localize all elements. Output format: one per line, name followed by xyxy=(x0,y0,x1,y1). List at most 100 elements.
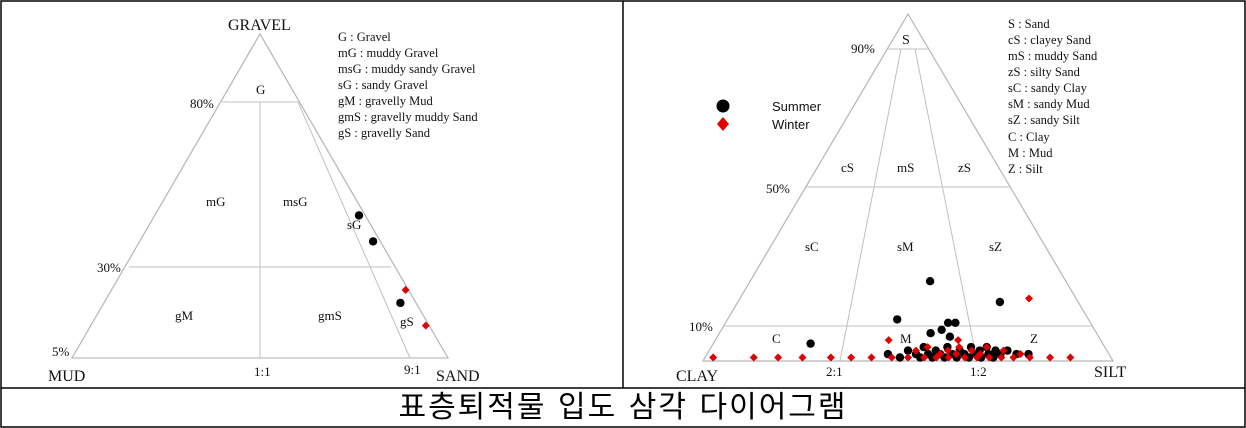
winter-sample-point xyxy=(982,343,991,352)
winter-sample-point xyxy=(867,353,876,362)
summer-sample-point xyxy=(951,318,960,327)
winter-sample-point xyxy=(1025,353,1034,362)
left-sample-points xyxy=(354,211,430,330)
left-legend-item: gS : gravelly Sand xyxy=(338,126,431,140)
winter-sample-point xyxy=(1025,294,1034,303)
field-label-sG: sG xyxy=(347,217,361,232)
season-legend: Summer Winter xyxy=(716,99,822,132)
right-legend-item: sM : sandy Mud xyxy=(1008,97,1090,111)
right-legend-item: cS : clayey Sand xyxy=(1008,33,1092,47)
ratio-label-1-1: 1:1 xyxy=(254,364,271,379)
left-legend: G : Gravel mG : muddy Gravel msG : muddy… xyxy=(338,30,478,140)
right-ratio-line-2-1 xyxy=(839,48,902,362)
right-ratio-line-1-2 xyxy=(914,48,978,362)
summer-sample-point xyxy=(926,329,935,338)
summer-sample-point xyxy=(916,353,925,362)
sand-silt-clay-triangle: S CLAY SILT 90% 50% 10% 2:1 1:2 cS mS zS… xyxy=(676,12,1127,385)
vertex-label-clay: CLAY xyxy=(676,368,719,385)
winter-sample-point xyxy=(847,353,856,362)
field-label-M: M xyxy=(900,331,912,346)
winter-sample-point xyxy=(955,343,964,352)
right-sample-points xyxy=(709,277,1075,362)
left-ratio-line-9-1 xyxy=(297,101,411,359)
winter-sample-point xyxy=(932,353,941,362)
field-label-gmS: gmS xyxy=(318,308,342,323)
vertex-label-s: S xyxy=(902,33,910,48)
winter-sample-point xyxy=(709,353,718,362)
field-label-sC: sC xyxy=(805,239,819,254)
winter-sample-point xyxy=(1046,353,1055,362)
vertex-label-silt: SILT xyxy=(1094,364,1127,381)
winter-sample-point xyxy=(887,353,896,362)
vertex-label-mud: MUD xyxy=(48,368,85,385)
right-legend-item: mS : muddy Sand xyxy=(1008,49,1098,63)
right-legend-item: zS : silty Sand xyxy=(1008,65,1081,79)
field-label-Z: Z xyxy=(1030,331,1038,346)
winter-sample-point xyxy=(960,353,969,362)
field-label-C: C xyxy=(772,331,781,346)
left-legend-item: msG : muddy sandy Gravel xyxy=(338,62,476,76)
summer-legend-label: Summer xyxy=(772,99,822,114)
winter-sample-point xyxy=(1009,353,1018,362)
gravel-level-5: 5% xyxy=(52,344,70,359)
left-legend-item: mG : muddy Gravel xyxy=(338,46,439,60)
winter-sample-point xyxy=(401,285,410,294)
field-label-msG: msG xyxy=(283,194,308,209)
summer-sample-point xyxy=(925,277,935,286)
winter-sample-point xyxy=(884,336,893,345)
winter-sample-point xyxy=(997,353,1006,362)
gravel-sand-mud-triangle: GRAVEL MUD SAND 80% 30% 5% 1:1 9:1 G mG … xyxy=(48,17,480,385)
summer-sample-point xyxy=(895,353,905,362)
summer-sample-point xyxy=(964,353,974,362)
figure-caption: 표층퇴적물 입도 삼각 다이어그램 xyxy=(398,390,848,425)
winter-sample-point xyxy=(421,321,430,330)
right-legend-item: Z : Silt xyxy=(1008,162,1043,176)
sand-level-50: 50% xyxy=(766,181,790,196)
ratio-label-1-2: 1:2 xyxy=(970,364,987,379)
winter-sample-point xyxy=(911,346,920,355)
left-legend-item: sG : sandy Gravel xyxy=(338,78,428,92)
field-label-mS: mS xyxy=(897,160,914,175)
winter-sample-point xyxy=(920,353,929,362)
winter-sample-point xyxy=(985,353,994,362)
summer-legend-marker xyxy=(716,99,730,113)
summer-sample-point xyxy=(396,298,405,308)
right-legend-item: M : Mud xyxy=(1008,146,1053,160)
gravel-level-30: 30% xyxy=(97,260,121,275)
winter-sample-point xyxy=(904,353,912,362)
winter-sample-point xyxy=(967,346,976,355)
right-legend: S : Sand cS : clayey Sand mS : muddy San… xyxy=(1008,17,1098,176)
field-label-gM: gM xyxy=(175,308,194,323)
ratio-label-9-1: 9:1 xyxy=(404,362,421,377)
winter-sample-point xyxy=(749,353,758,362)
field-label-sM: sM xyxy=(897,239,914,254)
winter-sample-point xyxy=(952,350,961,359)
left-legend-item: G : Gravel xyxy=(338,30,391,44)
winter-sample-point xyxy=(774,353,783,362)
winter-legend-label: Winter xyxy=(772,117,810,132)
winter-sample-point xyxy=(973,353,982,362)
summer-sample-point xyxy=(943,318,953,327)
ratio-label-2-1: 2:1 xyxy=(826,364,843,379)
summer-sample-point xyxy=(945,332,955,341)
winter-sample-point xyxy=(999,346,1008,355)
field-label-zS: zS xyxy=(958,160,971,175)
winter-sample-point xyxy=(1066,353,1075,362)
vertex-label-sand: SAND xyxy=(436,368,480,385)
gravel-level-80: 80% xyxy=(190,96,214,111)
summer-sample-point xyxy=(354,211,364,220)
winter-sample-point xyxy=(944,353,953,362)
sand-level-10: 10% xyxy=(689,319,713,334)
winter-sample-point xyxy=(923,343,932,352)
summer-sample-point xyxy=(368,237,378,246)
field-label-G: G xyxy=(256,82,265,97)
right-legend-item: sZ : sandy Silt xyxy=(1008,113,1080,127)
field-label-mG: mG xyxy=(206,194,226,209)
field-label-sZ: sZ xyxy=(989,239,1002,254)
summer-sample-point xyxy=(903,346,913,355)
field-label-cS: cS xyxy=(841,160,854,175)
summer-sample-point xyxy=(806,339,815,348)
right-legend-item: S : Sand xyxy=(1008,17,1050,31)
winter-sample-point xyxy=(826,353,835,362)
